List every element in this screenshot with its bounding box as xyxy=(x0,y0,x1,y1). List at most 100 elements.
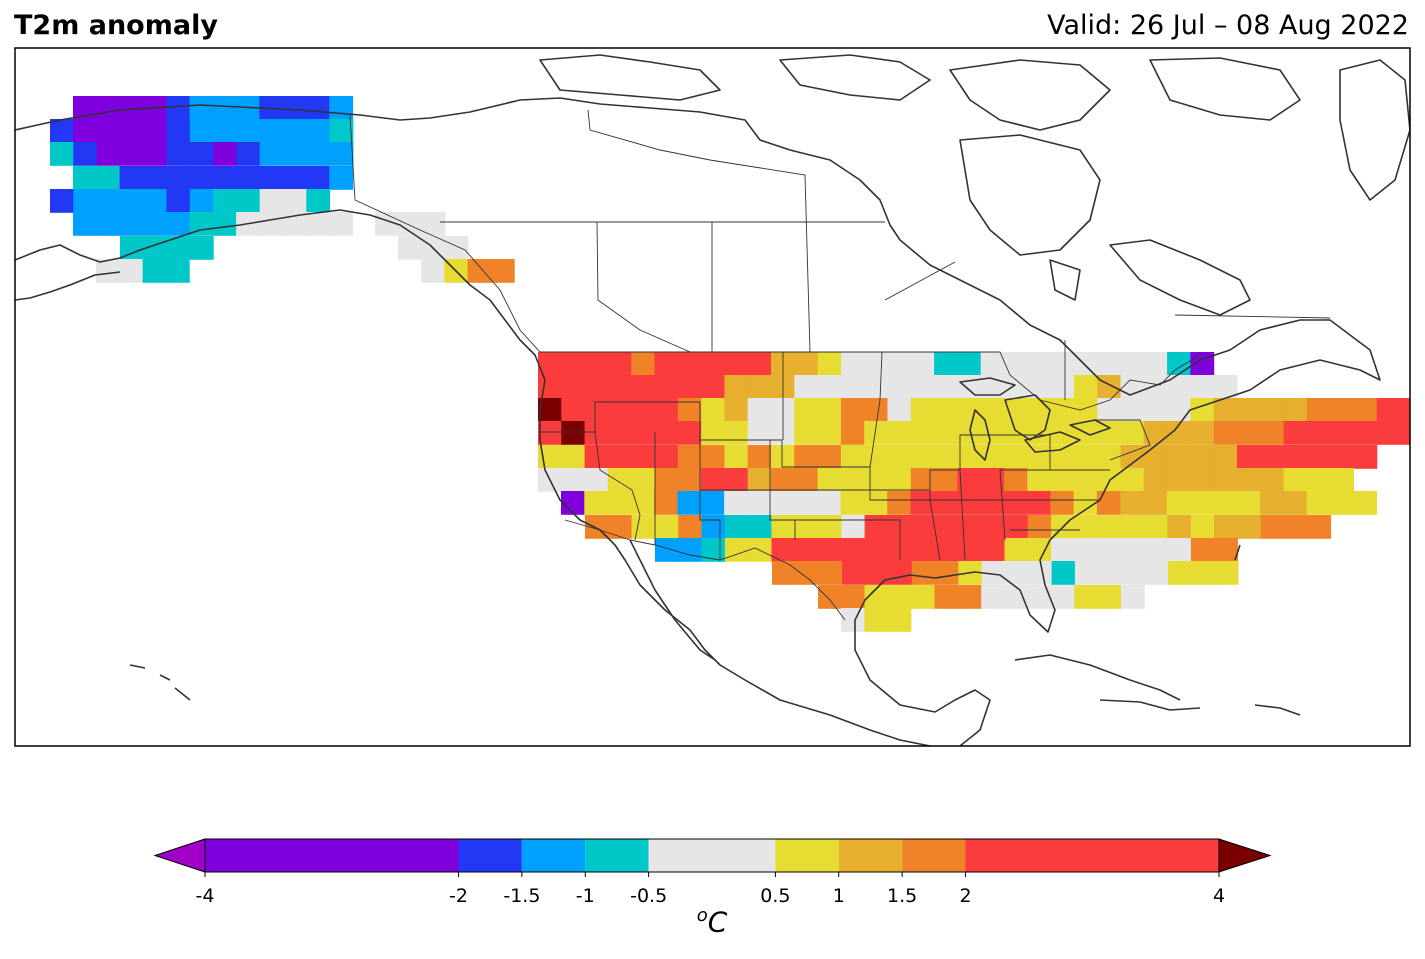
anomaly-cell xyxy=(561,375,586,399)
colorbar-tick-label: -1 xyxy=(575,885,595,907)
anomaly-cell xyxy=(1376,421,1401,445)
anomaly-cell xyxy=(306,166,330,190)
anomaly-cell xyxy=(1004,352,1028,376)
anomaly-cell xyxy=(1005,561,1029,585)
coastline xyxy=(959,134,1101,256)
anomaly-cell xyxy=(212,166,237,190)
anomaly-cell xyxy=(1004,445,1028,469)
anomaly-cell xyxy=(607,445,632,469)
anomaly-cell xyxy=(864,515,889,539)
anomaly-cell xyxy=(934,538,959,562)
anomaly-cell xyxy=(1330,445,1354,469)
anomaly-cell xyxy=(607,468,632,492)
anomaly-cell xyxy=(1120,375,1145,399)
state-border xyxy=(795,519,901,560)
anomaly-cell xyxy=(73,96,97,120)
anomaly-cell xyxy=(1097,375,1121,399)
anomaly-cell xyxy=(306,119,331,143)
anomaly-cell xyxy=(701,421,725,445)
anomaly-cell xyxy=(1073,445,1098,469)
anomaly-cell xyxy=(934,398,958,422)
anomaly-cell xyxy=(631,421,655,445)
anomaly-cell xyxy=(561,491,585,515)
anomaly-cell xyxy=(1027,398,1052,422)
anomaly-cell xyxy=(631,375,655,399)
anomaly-cell xyxy=(1074,538,1099,562)
anomaly-cell xyxy=(259,119,284,143)
anomaly-cell xyxy=(1027,352,1052,376)
anomaly-cell xyxy=(1143,445,1168,469)
anomaly-cell xyxy=(934,468,958,492)
anomaly-cell xyxy=(700,491,725,515)
coastline xyxy=(779,54,931,101)
anomaly-cell xyxy=(329,119,354,143)
anomaly-cell xyxy=(910,468,935,492)
anomaly-cell xyxy=(236,119,261,143)
anomaly-cell xyxy=(1190,375,1215,399)
anomaly-cell xyxy=(166,142,191,166)
anomaly-cell xyxy=(724,491,748,515)
anomaly-cell xyxy=(73,119,98,143)
anomaly-cell xyxy=(584,468,609,492)
anomaly-cell xyxy=(1051,538,1075,562)
anomaly-cell xyxy=(166,96,190,120)
anomaly-cell xyxy=(1236,491,1261,515)
anomaly-cell xyxy=(119,119,144,143)
anomaly-cell xyxy=(119,142,144,166)
anomaly-cell xyxy=(1120,468,1145,492)
colorbar-tick-label: 1 xyxy=(832,885,845,907)
anomaly-cell xyxy=(841,515,866,539)
anomaly-cell xyxy=(1051,585,1075,609)
anomaly-cell xyxy=(96,259,120,283)
country-border xyxy=(349,114,1201,411)
anomaly-cell xyxy=(1074,515,1099,539)
anomaly-cell xyxy=(96,96,121,120)
anomaly-cell xyxy=(677,468,702,492)
anomaly-cell xyxy=(1353,421,1378,445)
anomaly-cell xyxy=(1050,375,1075,399)
anomaly-cell xyxy=(1167,468,1191,492)
anomaly-cell xyxy=(1097,515,1122,539)
anomaly-cell xyxy=(1120,421,1145,445)
anomaly-cell xyxy=(957,352,982,376)
anomaly-cell xyxy=(1143,468,1168,492)
anomaly-cell xyxy=(329,96,354,120)
colorbar-segment xyxy=(902,839,966,872)
anomaly-cell xyxy=(911,538,936,562)
anomaly-cell xyxy=(538,398,562,422)
lake xyxy=(1004,394,1051,441)
anomaly-cell xyxy=(282,212,307,236)
colorbar-tick-label: 1.5 xyxy=(887,885,918,907)
anomaly-cell xyxy=(421,259,445,283)
anomaly-cell xyxy=(771,515,796,539)
anomaly-cell xyxy=(189,96,214,120)
anomaly-cell xyxy=(818,585,842,609)
anomaly-cell xyxy=(1190,491,1214,515)
anomaly-cell xyxy=(259,142,284,166)
anomaly-cell xyxy=(980,398,1005,422)
anomaly-cell xyxy=(701,515,726,539)
anomaly-cell xyxy=(840,421,865,445)
anomaly-cell xyxy=(282,96,307,120)
anomaly-cell xyxy=(911,585,935,609)
anomaly-cell xyxy=(1097,538,1122,562)
anomaly-cell xyxy=(864,538,889,562)
anomaly-cell xyxy=(841,585,866,609)
anomaly-cell xyxy=(794,398,819,422)
anomaly-cell xyxy=(283,119,307,143)
anomaly-cell xyxy=(980,352,1005,376)
anomaly-cell xyxy=(1237,515,1262,539)
anomaly-cell xyxy=(1284,515,1308,539)
anomaly-cell xyxy=(329,212,354,236)
anomaly-cell xyxy=(1260,421,1285,445)
anomaly-cell xyxy=(584,352,609,376)
anomaly-cell xyxy=(1050,468,1075,492)
anomaly-cell xyxy=(631,468,655,492)
anomaly-cell xyxy=(772,561,796,585)
anomaly-cell xyxy=(980,468,1005,492)
colorbar-over-arrow xyxy=(1218,838,1272,873)
colorbar-tick-label: 2 xyxy=(959,885,972,907)
anomaly-cell xyxy=(1120,515,1145,539)
anomaly-cell xyxy=(212,96,237,120)
anomaly-cell xyxy=(1143,491,1168,515)
